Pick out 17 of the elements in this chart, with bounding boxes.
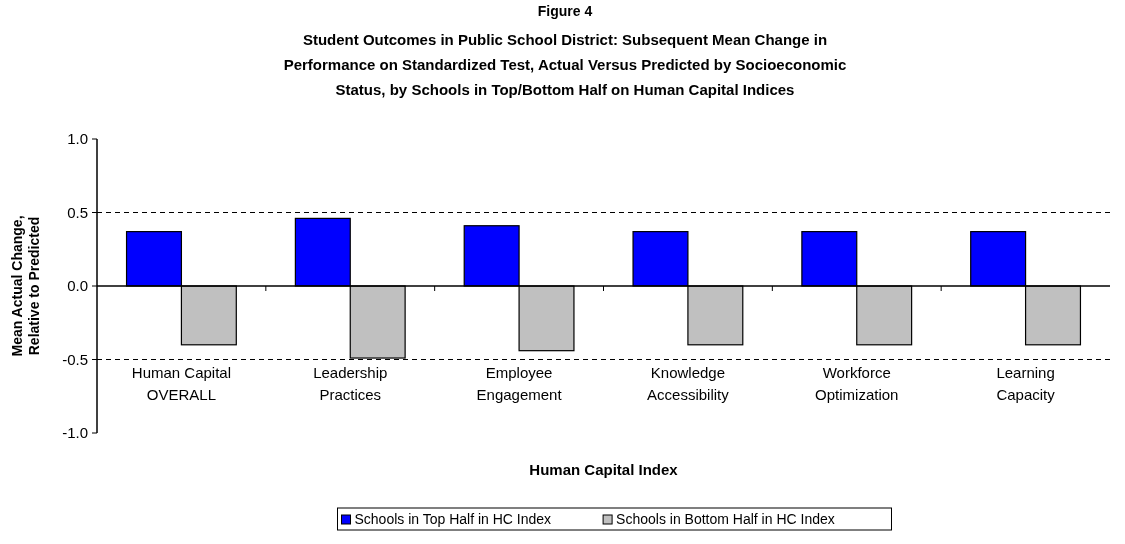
x-axis-title: Human Capital Index — [529, 461, 679, 478]
x-tick-label: Knowledge Accessibility — [647, 363, 730, 403]
chart-title: Figure 4 — [537, 3, 593, 19]
legend-label: Schools in Bottom Half in HC Index — [616, 511, 835, 527]
x-tick-label: Employee Engagement — [476, 363, 563, 403]
x-tick-label: Workforce Optimization — [815, 363, 899, 403]
y-tick-label: 0.5 — [67, 203, 88, 221]
x-tick-label: Learning Capacity — [996, 363, 1056, 403]
x-tick-label: Leadership Practices — [313, 363, 388, 403]
y-tick-label: 0.0 — [67, 277, 88, 294]
y-axis-title: Mean Actual Change, Relative to Predicted — [9, 215, 42, 357]
legend-label: Schools in Top Half in HC Index — [354, 511, 552, 527]
y-tick-label: -1.0 — [62, 424, 88, 441]
chart-subtitle: Student Outcomes in Public School District: Subsequent Mean Change in Performance on Standardized Test, Actual Versus Predicted by Socioeconomic Status, by Schools in Top/Bottom Half on Human Capital Indices — [283, 31, 847, 98]
x-tick-label: Human Capital OVERALL — [131, 363, 232, 403]
y-tick-label: 1.0 — [67, 130, 88, 147]
y-tick-label: -0.5 — [62, 350, 88, 368]
